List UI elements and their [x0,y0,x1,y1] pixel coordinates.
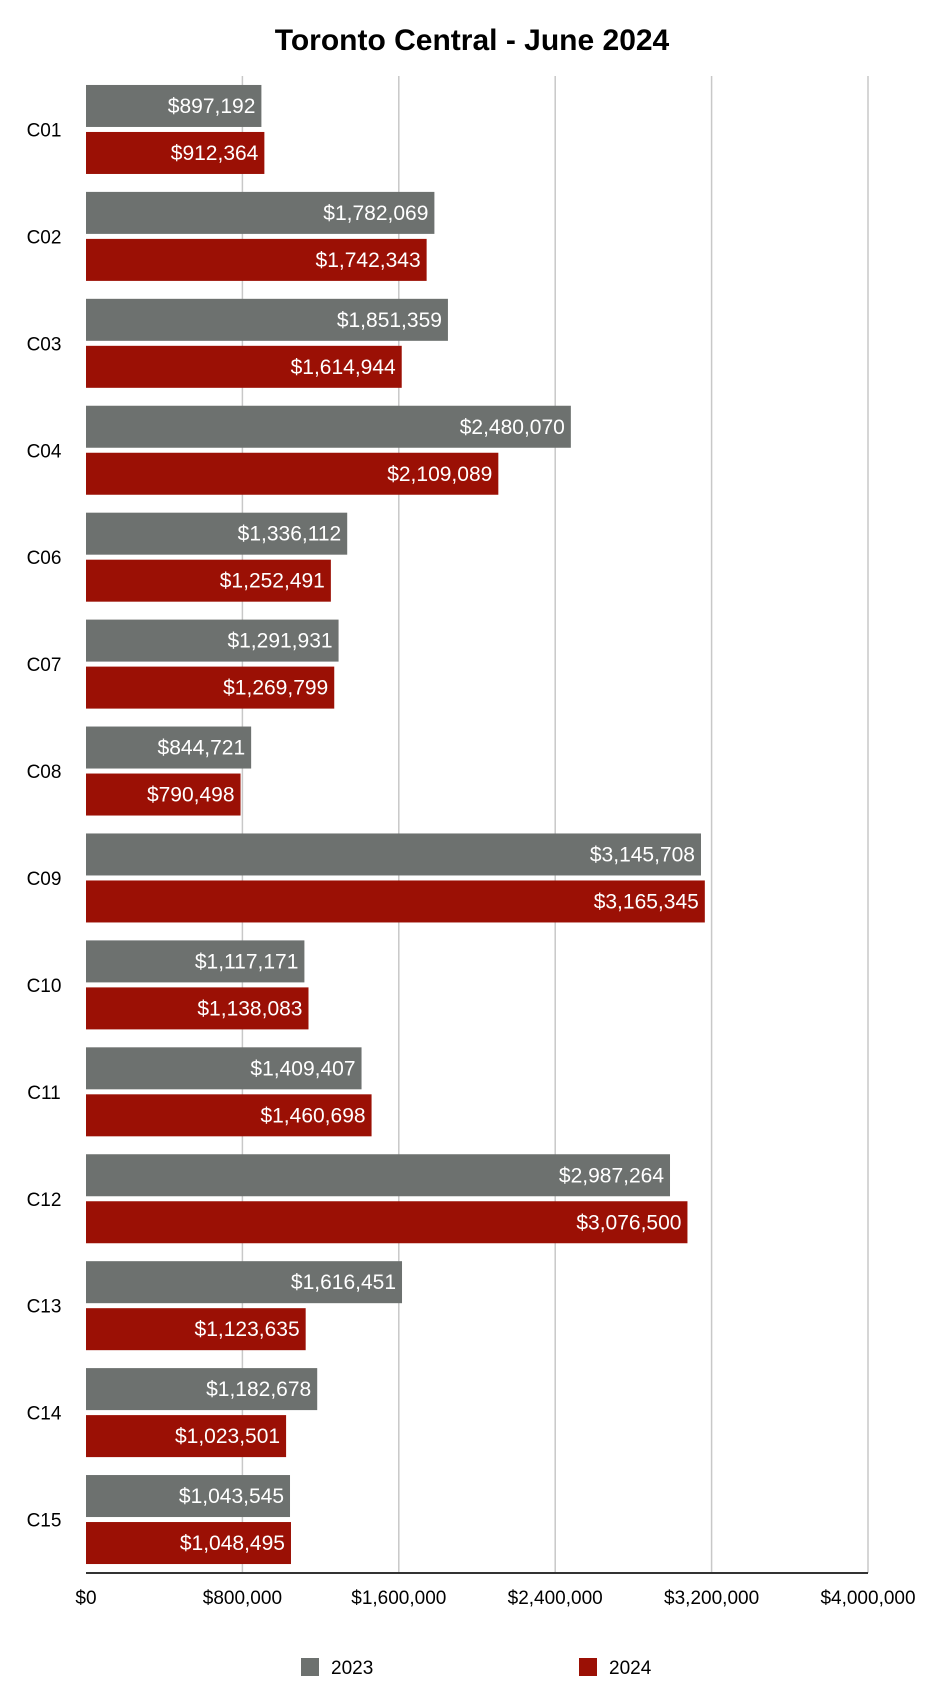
category-label: C02 [27,227,62,248]
data-label: $1,117,171 [195,950,299,973]
data-label: $897,192 [168,95,256,118]
bar-2023 [86,833,701,876]
data-label: $1,269,799 [223,677,328,700]
category-label: C13 [27,1297,62,1318]
bar-2023 [86,1047,362,1090]
bar-2024 [86,666,335,709]
bar-2024 [86,1522,291,1565]
bar-2024 [86,880,705,923]
category-label: C08 [27,762,62,783]
category-label: C01 [27,120,62,141]
category-label: C11 [27,1083,60,1104]
data-label: $912,364 [171,142,259,165]
x-tick-label: $800,000 [203,1588,282,1609]
legend-swatch-2024 [579,1658,597,1676]
bar-2023 [86,1475,291,1518]
bar-2023 [86,619,339,662]
bar-2024 [86,131,265,174]
data-label: $1,851,359 [337,309,442,332]
bar-2024 [86,238,427,281]
data-label: $2,480,070 [460,416,565,439]
bar-2024 [86,987,309,1030]
data-label: $3,076,500 [576,1211,681,1234]
category-label: C10 [27,976,62,997]
legend-swatch-2023 [301,1658,319,1676]
category-axis-labels: C01 C02 C03 C04 C06 C07 C08 C09 C10 C11 C12 C13 C14 C… [27,120,62,1531]
x-tick-label: $0 [75,1588,96,1609]
data-label: $1,742,343 [316,249,421,272]
category-label: C07 [27,655,62,676]
x-tick-label: $2,400,000 [508,1588,603,1609]
data-label: $1,291,931 [227,630,332,653]
bar-2023 [86,940,305,983]
x-tick-label: $3,200,000 [664,1588,759,1609]
bar-2023 [86,726,252,769]
x-axis-tick-labels: $0 $800,000 $1,600,000 $2,400,000 $3,200,000… [75,1588,915,1609]
category-label: C15 [27,1511,62,1532]
data-label: $790,498 [147,784,235,807]
data-label: $1,614,944 [291,356,396,379]
category-label: C09 [27,869,62,890]
data-label: $1,123,635 [195,1318,300,1341]
category-label: C12 [27,1190,62,1211]
data-label: $1,782,069 [323,202,428,225]
data-label: $1,336,112 [238,523,342,546]
data-label: $1,460,698 [260,1104,365,1127]
data-label: $1,182,678 [206,1378,311,1401]
category-label: C03 [27,334,62,355]
bar-2023 [86,405,571,448]
bar-2023 [86,298,448,341]
data-label: $2,987,264 [559,1164,664,1187]
data-labels: $897,192 $912,364 $1,782,069 $1,742,343 $1,8… [147,95,699,1555]
bar-2023 [86,1368,318,1411]
bar-2023 [86,512,348,555]
legend-label: 2024 [609,1658,652,1679]
bar-2023 [86,84,262,127]
bar-2023 [86,1154,671,1197]
data-label: $1,023,501 [175,1425,280,1448]
bar-2023 [86,191,435,234]
chart-title: Toronto Central - June 2024 [275,24,670,57]
x-tick-label: $4,000,000 [820,1588,915,1609]
bar-2024 [86,452,499,495]
bar-2024 [86,1094,372,1137]
data-label: $2,109,089 [387,463,492,486]
data-label: $3,145,708 [590,843,695,866]
category-label: C06 [27,548,62,569]
data-label: $1,138,083 [197,997,302,1020]
data-label: $1,409,407 [250,1057,355,1080]
bar-2024 [86,559,331,602]
x-tick-label: $1,600,000 [351,1588,446,1609]
legend-label: 2023 [331,1658,373,1679]
bar-2024 [86,773,241,816]
bar-2024 [86,1415,287,1458]
data-label: $1,043,545 [179,1485,284,1508]
category-label: C14 [27,1404,62,1425]
bars [86,84,705,1565]
category-label: C04 [27,441,62,462]
data-label: $1,048,495 [180,1532,285,1555]
legend: 2023 2024 [301,1658,652,1679]
bar-2024 [86,1201,688,1244]
bar-2024 [86,345,402,388]
bar-2024 [86,1308,306,1351]
data-label: $1,252,491 [220,570,325,593]
bar-2023 [86,1261,403,1304]
data-label: $1,616,451 [291,1271,396,1294]
data-label: $3,165,345 [594,890,699,913]
data-label: $844,721 [158,737,246,760]
